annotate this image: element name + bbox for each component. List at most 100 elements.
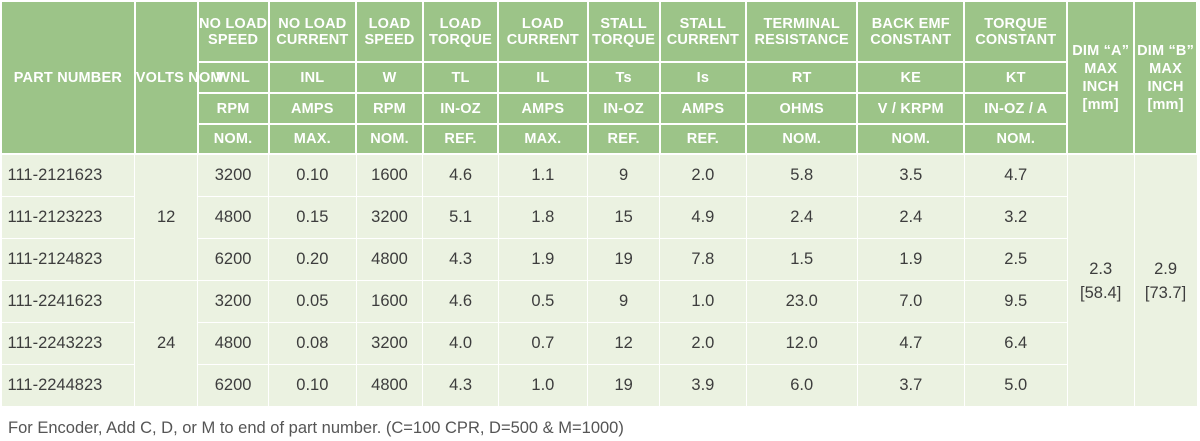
header-load-current: LOAD CURRENT	[497, 0, 589, 63]
value-cell: 3.9	[659, 364, 747, 407]
header-unit: AMPS	[497, 92, 589, 125]
value-cell: 4.3	[422, 238, 499, 281]
value-cell: 9	[587, 153, 661, 197]
part-number-cell: 111-2244823	[0, 364, 136, 407]
value-cell: 0.20	[268, 238, 357, 281]
header-symbol: INL	[267, 61, 358, 94]
table-row: 111-2121623 12 3200 0.10 1600 4.6 1.1 9 …	[0, 153, 1198, 407]
header-unit: RPM	[196, 92, 270, 125]
header-unit: IN-OZ	[586, 92, 661, 125]
value-cell: 6200	[197, 364, 270, 407]
value-cell: 6.4	[963, 322, 1068, 365]
header-terminal-resistance: TERMINAL RESISTANCE	[745, 0, 859, 63]
value-cell: 0.10	[268, 153, 357, 197]
header-unit: AMPS	[267, 92, 358, 125]
value-cell: 1.9	[497, 238, 589, 281]
value-cell: 1600	[355, 153, 424, 197]
value-cell: 4.3	[422, 364, 499, 407]
value-cell: 9.5	[963, 280, 1068, 323]
dim-b-mm: [73.7]	[1144, 283, 1187, 302]
header-no-load-current: NO LOAD CURRENT	[267, 0, 358, 63]
header-unit: IN-OZ	[421, 92, 500, 125]
header-basis: MAX.	[267, 123, 358, 155]
value-cell: 1.0	[659, 280, 747, 323]
header-back-emf-constant: BACK EMF CONSTANT	[856, 0, 966, 63]
value-cell: 2.4	[745, 196, 858, 239]
value-cell: 12	[587, 322, 661, 365]
value-cell: 1.8	[497, 196, 589, 239]
value-cell: 19	[587, 364, 661, 407]
value-cell: 5.1	[422, 196, 499, 239]
value-cell: 3.2	[963, 196, 1068, 239]
header-basis: NOM.	[745, 123, 859, 155]
value-cell: 4800	[197, 322, 270, 365]
value-cell: 3.5	[856, 153, 965, 197]
table-row: 111-2241623 24 3200 0.05 1600 4.6 0.5 9 …	[0, 280, 1197, 407]
header-symbol: W	[355, 61, 424, 94]
header-basis: REF.	[586, 123, 661, 155]
header-symbol: WNL	[196, 61, 270, 94]
table-row: 111-2123223 4800 0.15 3200 5.1 1.8 15 4.…	[0, 196, 1197, 239]
header-basis: REF.	[658, 123, 748, 155]
volts-cell: 24	[134, 280, 199, 407]
header-symbol: Ts	[586, 61, 661, 94]
value-cell: 3.7	[856, 364, 965, 407]
value-cell: 4.6	[422, 280, 499, 323]
header-basis: REF.	[421, 123, 500, 155]
header-unit: RPM	[355, 92, 424, 125]
value-cell: 3200	[197, 153, 270, 197]
value-cell: 4800	[355, 238, 424, 281]
table-header: PART NUMBER VOLTS NOM NO LOAD SPEED NO L…	[0, 0, 1198, 155]
header-symbol: KE	[856, 61, 966, 94]
encoder-footnote: For Encoder, Add C, D, or M to end of pa…	[8, 419, 624, 437]
dim-b-cell: 2.9 [73.7]	[1133, 153, 1198, 407]
header-load-speed: LOAD SPEED	[355, 0, 424, 63]
value-cell: 4800	[197, 196, 270, 239]
value-cell: 2.5	[963, 238, 1068, 281]
value-cell: 9	[587, 280, 661, 323]
header-symbol: TL	[421, 61, 500, 94]
value-cell: 19	[587, 238, 661, 281]
header-symbol: IL	[497, 61, 589, 94]
dim-a-mm: [58.4]	[1080, 283, 1122, 302]
value-cell: 7.8	[659, 238, 747, 281]
dim-a-inch: 2.3	[1089, 259, 1113, 278]
value-cell: 23.0	[745, 280, 858, 323]
value-cell: 0.08	[268, 322, 357, 365]
table-row: 111-2124823 6200 0.20 4800 4.3 1.9 19 7.…	[0, 238, 1197, 281]
table-row: 111-2243223 4800 0.08 3200 4.0 0.7 12 2.…	[0, 322, 1197, 365]
header-basis: NOM.	[963, 123, 1069, 155]
value-cell: 2.0	[659, 153, 747, 197]
table-row: 111-2244823 6200 0.10 4800 4.3 1.0 19 3.…	[0, 364, 1197, 407]
header-unit: V / KRPM	[856, 92, 966, 125]
value-cell: 0.7	[497, 322, 589, 365]
value-cell: 12.0	[745, 322, 858, 365]
value-cell: 0.5	[497, 280, 589, 323]
value-cell: 15	[587, 196, 661, 239]
header-basis: NOM.	[856, 123, 966, 155]
value-cell: 5.0	[963, 364, 1068, 407]
header-dim-a: DIM “A” MAX INCH [mm]	[1066, 0, 1136, 155]
header-symbol: RT	[745, 61, 859, 94]
header-unit: AMPS	[658, 92, 748, 125]
value-cell: 4.7	[856, 322, 965, 365]
header-part-number: PART NUMBER	[0, 0, 136, 155]
value-cell: 0.05	[268, 280, 357, 323]
value-cell: 4.7	[963, 153, 1068, 197]
value-cell: 3200	[355, 196, 424, 239]
dim-b-inch: 2.9	[1154, 259, 1178, 278]
value-cell: 1.1	[497, 153, 589, 197]
value-cell: 1.9	[856, 238, 965, 281]
value-cell: 4.0	[422, 322, 499, 365]
header-no-load-speed: NO LOAD SPEED	[196, 0, 270, 63]
header-basis: MAX.	[497, 123, 589, 155]
value-cell: 4.6	[422, 153, 499, 197]
value-cell: 1.0	[497, 364, 589, 407]
part-number-cell: 111-2243223	[0, 322, 136, 365]
header-dim-b: DIM “B” MAX INCH [mm]	[1133, 0, 1198, 155]
value-cell: 4800	[355, 364, 424, 407]
header-basis: NOM.	[355, 123, 424, 155]
motor-spec-table: PART NUMBER VOLTS NOM NO LOAD SPEED NO L…	[0, 0, 1198, 407]
value-cell: 1.5	[745, 238, 858, 281]
header-symbol: KT	[963, 61, 1069, 94]
